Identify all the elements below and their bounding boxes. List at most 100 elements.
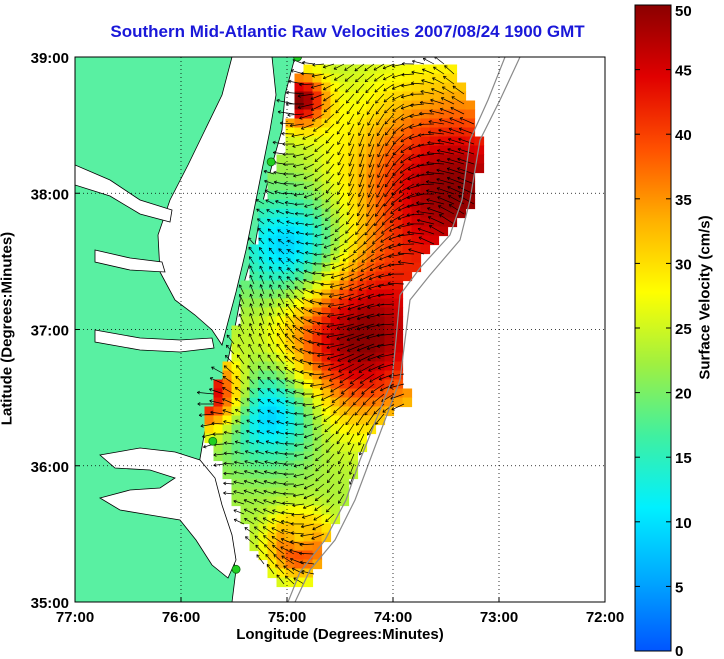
velocity-vector-head (297, 94, 301, 97)
velocity-vector (346, 93, 355, 104)
velocity-cell (375, 73, 386, 84)
velocity-vector-head (327, 306, 332, 308)
velocity-cell (438, 109, 449, 120)
velocity-cell (249, 289, 260, 300)
velocity-vector-head (271, 527, 274, 531)
velocity-cell (420, 91, 431, 102)
velocity-cell (303, 244, 314, 255)
velocity-vector (304, 213, 315, 217)
velocity-cell (366, 379, 377, 390)
velocity-vector-head (383, 76, 386, 80)
velocity-cell (303, 136, 314, 147)
velocity-vector (335, 423, 345, 434)
velocity-vector-head (345, 91, 349, 93)
velocity-vector (284, 333, 295, 345)
velocity-vector (308, 330, 325, 335)
velocity-cell (348, 397, 359, 408)
velocity-cell (276, 559, 287, 570)
velocity-vector (357, 353, 375, 362)
velocity-vector-head (325, 129, 327, 134)
velocity-vector (223, 431, 235, 435)
velocity-vector-head (304, 437, 308, 439)
velocity-vector (315, 463, 325, 472)
velocity-cell (375, 397, 386, 408)
velocity-vector-head (275, 564, 279, 566)
velocity-vector-head (260, 274, 263, 278)
velocity-vector-head (335, 101, 339, 103)
velocity-vector (294, 443, 305, 446)
velocity-vector-head (283, 472, 287, 475)
velocity-cell (357, 316, 368, 327)
velocity-vector (314, 203, 325, 210)
velocity-vector-head (301, 569, 305, 572)
velocity-vector-head (333, 412, 337, 414)
velocity-cell (438, 118, 449, 129)
velocity-vector (361, 383, 375, 395)
velocity-vector (406, 203, 425, 208)
velocity-vector-head (374, 78, 376, 82)
velocity-vector-head (397, 244, 401, 247)
velocity-vector-head (247, 237, 250, 241)
velocity-vector-head (400, 117, 404, 121)
velocity-vector-head (418, 133, 421, 136)
velocity-cell (303, 235, 314, 246)
velocity-vector-head (234, 450, 238, 453)
velocity-vector-head (246, 419, 249, 423)
velocity-cell (267, 379, 278, 390)
velocity-vector-head (297, 107, 301, 109)
velocity-vector-head (305, 243, 309, 246)
velocity-vector (355, 83, 365, 94)
velocity-vector (334, 233, 345, 242)
velocity-vector (417, 153, 435, 157)
velocity-cell (321, 253, 332, 264)
velocity-vector (304, 193, 315, 198)
velocity-vector-head (447, 167, 451, 169)
velocity-vector (459, 128, 475, 135)
velocity-vector-head (301, 297, 304, 301)
velocity-vector (357, 303, 375, 310)
velocity-vector-head (354, 413, 358, 416)
velocity-cell (312, 478, 323, 489)
velocity-vector-head (446, 177, 450, 181)
velocity-cell (321, 100, 332, 111)
velocity-vector-head (294, 424, 298, 427)
velocity-cell (294, 577, 305, 588)
velocity-cell (231, 469, 242, 480)
velocity-cell (312, 397, 323, 408)
velocity-vector-head (337, 318, 341, 320)
velocity-vector (302, 513, 315, 519)
velocity-vector-head (337, 153, 341, 156)
velocity-cell (357, 262, 368, 273)
velocity-vector-head (267, 228, 270, 232)
velocity-vector-head (377, 134, 381, 137)
velocity-cell (438, 145, 449, 156)
velocity-vector (385, 133, 395, 146)
velocity-vector (222, 409, 235, 415)
velocity-vector (293, 163, 305, 167)
velocity-cell (411, 244, 422, 255)
velocity-cell (339, 442, 350, 453)
velocity-vector-head (375, 112, 380, 115)
velocity-cell (375, 181, 386, 192)
velocity-cell (357, 118, 368, 129)
velocity-vector (292, 335, 305, 345)
velocity-vector (256, 208, 265, 215)
velocity-vector (243, 490, 255, 495)
velocity-vector (294, 453, 305, 457)
velocity-cell (366, 154, 377, 165)
velocity-vector-head (439, 214, 442, 218)
velocity-cell (294, 343, 305, 354)
velocity-vector-head (223, 452, 227, 456)
velocity-vector (334, 413, 345, 424)
velocity-vector (351, 263, 365, 272)
velocity-vector-head (314, 215, 317, 219)
velocity-vector (287, 267, 295, 275)
velocity-cell (285, 505, 296, 516)
velocity-cell (303, 523, 314, 534)
velocity-vector-head (367, 295, 371, 299)
velocity-cell (249, 262, 260, 273)
velocity-vector-head (209, 400, 212, 403)
velocity-vector-head (337, 183, 341, 186)
velocity-vector-head (283, 183, 287, 186)
velocity-vector-head (257, 218, 259, 222)
